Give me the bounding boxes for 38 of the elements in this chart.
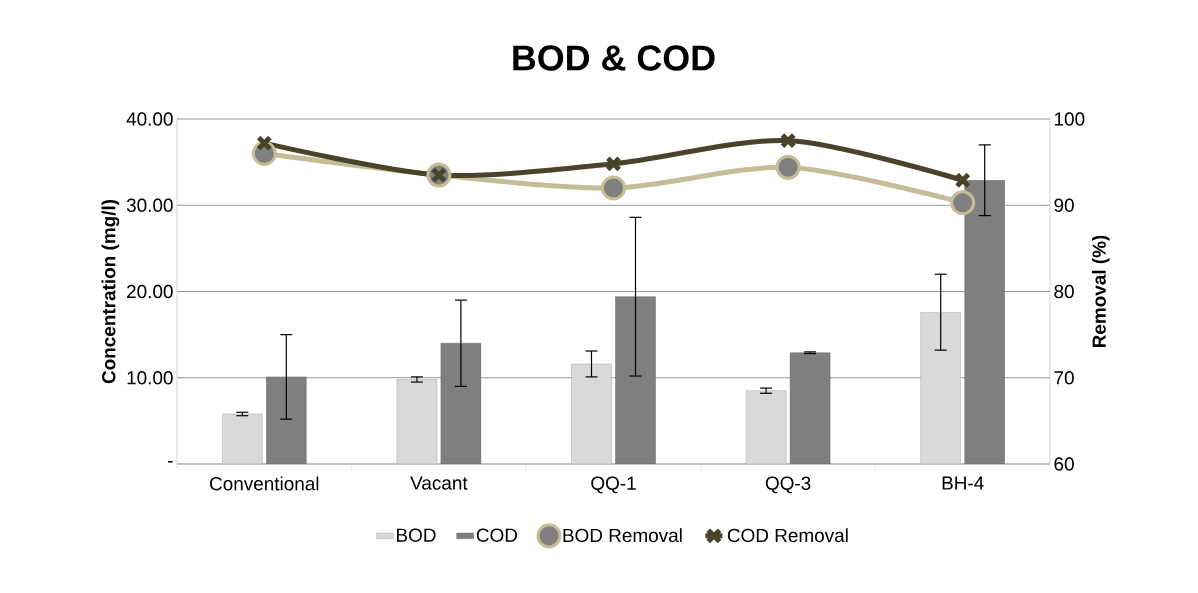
bar	[440, 343, 482, 464]
y-tick-label: 40.00	[126, 112, 173, 126]
y2-tick-label: 60	[1054, 457, 1074, 471]
y-tick-label: 20.00	[127, 284, 173, 299]
point	[950, 190, 976, 216]
bar	[789, 352, 831, 464]
bar	[266, 376, 307, 464]
y2-tick-label: 70	[1054, 371, 1074, 385]
y2-tick-label: 80	[1054, 284, 1074, 299]
bar	[571, 363, 612, 464]
chart-title: BOD & COD	[513, 45, 715, 71]
bar	[615, 296, 656, 464]
point	[954, 172, 971, 189]
x-tick-label: BH-4	[942, 476, 984, 490]
legend-label: BOD Removal	[563, 528, 682, 543]
point	[605, 155, 622, 173]
y-tick-label: -	[168, 461, 173, 463]
bar	[222, 413, 263, 464]
point	[256, 134, 273, 152]
x-tick-label: QQ-1	[591, 476, 636, 494]
y-tick-label: 10.00	[127, 371, 173, 385]
x-tick-label: Vacant	[410, 476, 468, 490]
legend-label: BOD	[397, 528, 436, 542]
y2-tick-label: 100	[1054, 112, 1085, 126]
legend-label: COD Removal	[727, 528, 848, 543]
bar	[745, 390, 787, 464]
legend-label: COD	[476, 528, 518, 542]
y-axis-title: Concentration (mg/l)	[101, 199, 120, 384]
x-tick-label: QQ-3	[765, 476, 811, 494]
y2-axis-title: Removal (%)	[1091, 235, 1110, 348]
y-tick-label: 30.00	[126, 198, 173, 212]
bar	[920, 312, 961, 464]
point	[775, 154, 801, 180]
y2-tick-label: 90	[1054, 198, 1074, 212]
point	[601, 175, 627, 201]
point	[779, 132, 797, 149]
bar	[396, 379, 438, 464]
x-tick-label: Conventional	[210, 476, 319, 491]
